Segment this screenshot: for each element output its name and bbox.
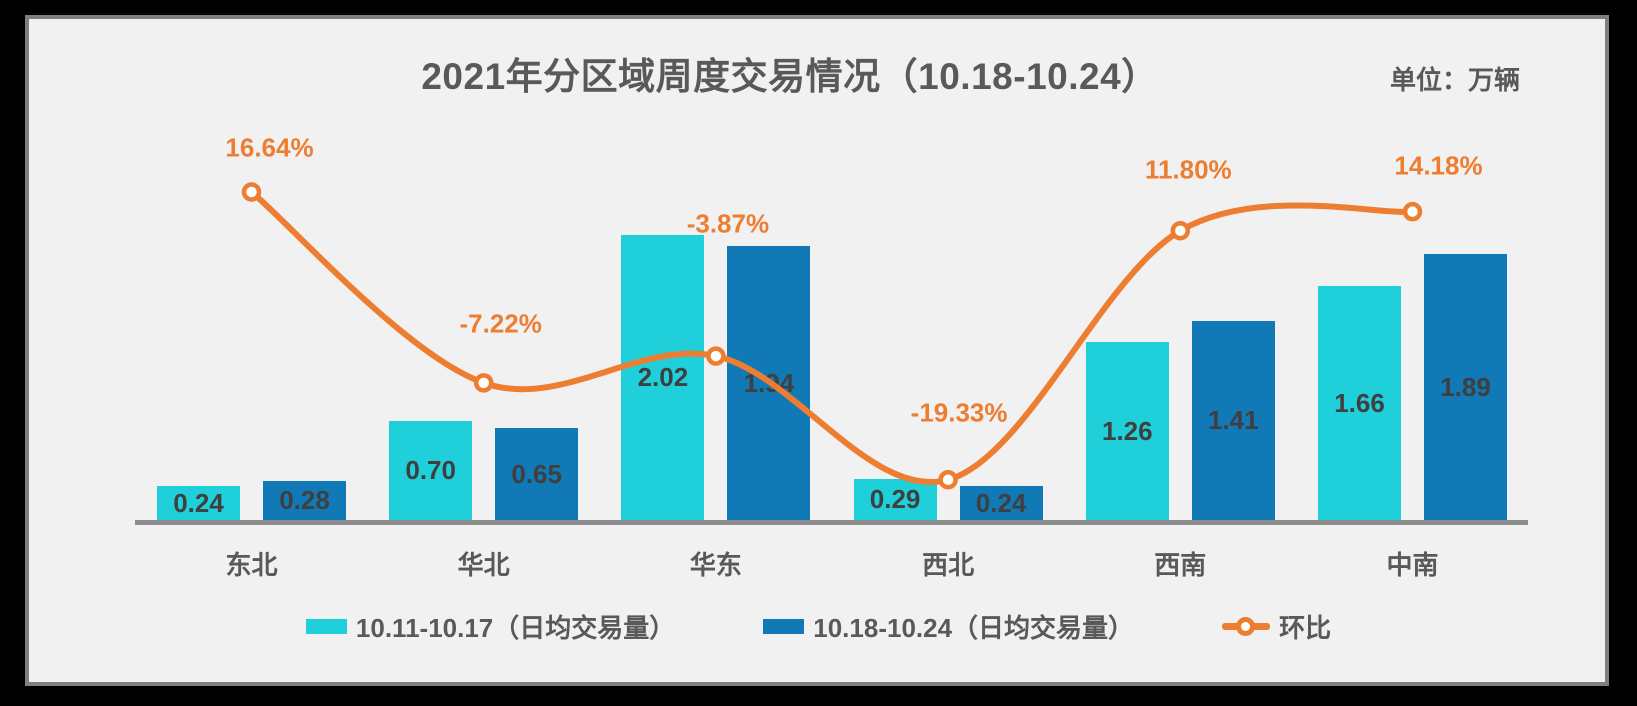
unit-label: 单位：万辆 (1389, 65, 1520, 95)
bar-series1-cat5: 1.26 (1085, 342, 1169, 520)
x-axis-line (135, 520, 1528, 525)
legend-item-week1: 10.11-10.17（日均交易量） (305, 608, 676, 645)
bar-value-label: 0.65 (511, 458, 562, 489)
bar-series2-cat6: 1.89 (1424, 254, 1507, 520)
ratio-value-label: 14.18% (1394, 150, 1483, 181)
bar-series1-cat6: 1.66 (1318, 286, 1401, 520)
category-label: 东北 (225, 550, 278, 580)
category-label: 华北 (457, 550, 510, 580)
ratio-value-label: 16.64% (225, 132, 314, 163)
legend-label-week2: 10.18-10.24（日均交易量） (813, 613, 1135, 643)
legend-item-week2: 10.18-10.24（日均交易量） (763, 608, 1134, 645)
bar-value-label: 1.94 (743, 367, 795, 398)
bar-series1-cat4: 0.29 (853, 479, 937, 520)
ratio-value-label: -19.33% (910, 397, 1008, 428)
bar-value-label: 1.26 (1101, 415, 1153, 446)
bar-value-label: 1.41 (1207, 405, 1259, 435)
legend-label-week1: 10.11-10.17（日均交易量） (355, 613, 676, 643)
bar-value-label: 1.89 (1440, 371, 1491, 402)
ratio-marker (473, 373, 494, 393)
legend: 10.11-10.17（日均交易量） 10.18-10.24（日均交易量） 环比 (0, 608, 1637, 645)
category-label: 中南 (1386, 550, 1439, 580)
bar-value-label: 0.29 (869, 484, 921, 514)
ratio-marker (706, 346, 726, 366)
bar-value-label: 0.24 (975, 487, 1027, 518)
chart-title: 2021年分区域周度交易情况（10.18-10.24） (421, 56, 1159, 97)
category-label: 西南 (1154, 550, 1207, 580)
ratio-marker (241, 182, 262, 202)
bar-value-label: 0.28 (279, 485, 330, 515)
bar-value-label: 0.24 (173, 487, 224, 518)
ratio-value-label: -7.22% (459, 308, 542, 339)
bar-series2-cat3: 1.94 (727, 246, 811, 520)
bar-series1-cat1: 0.24 (157, 486, 240, 520)
bar-value-label: 2.02 (637, 362, 689, 392)
legend-label-ratio: 环比 (1279, 613, 1332, 643)
ratio-marker (938, 470, 958, 490)
legend-swatch-week1 (305, 619, 347, 634)
bar-series2-cat2: 0.65 (495, 428, 579, 520)
legend-swatch-week2 (763, 619, 805, 634)
bar-series2-cat1: 0.28 (263, 481, 346, 520)
bar-series2-cat5: 1.41 (1191, 321, 1275, 520)
bar-series1-cat3: 2.02 (621, 235, 705, 520)
ratio-value-label: 11.80% (1144, 154, 1232, 185)
bar-value-label: 0.70 (405, 455, 456, 485)
line-marker-icon (1222, 617, 1271, 636)
category-label: 华东 (689, 550, 742, 580)
bar-series1-cat2: 0.70 (389, 421, 473, 520)
ratio-value-label: -3.87% (686, 208, 770, 239)
ratio-marker (1402, 201, 1423, 222)
bar-value-label: 1.66 (1334, 387, 1385, 418)
legend-item-ratio: 环比 (1222, 608, 1331, 645)
ratio-marker (1170, 220, 1191, 241)
bar-series2-cat4: 0.24 (959, 486, 1043, 520)
category-label: 西北 (922, 550, 975, 580)
